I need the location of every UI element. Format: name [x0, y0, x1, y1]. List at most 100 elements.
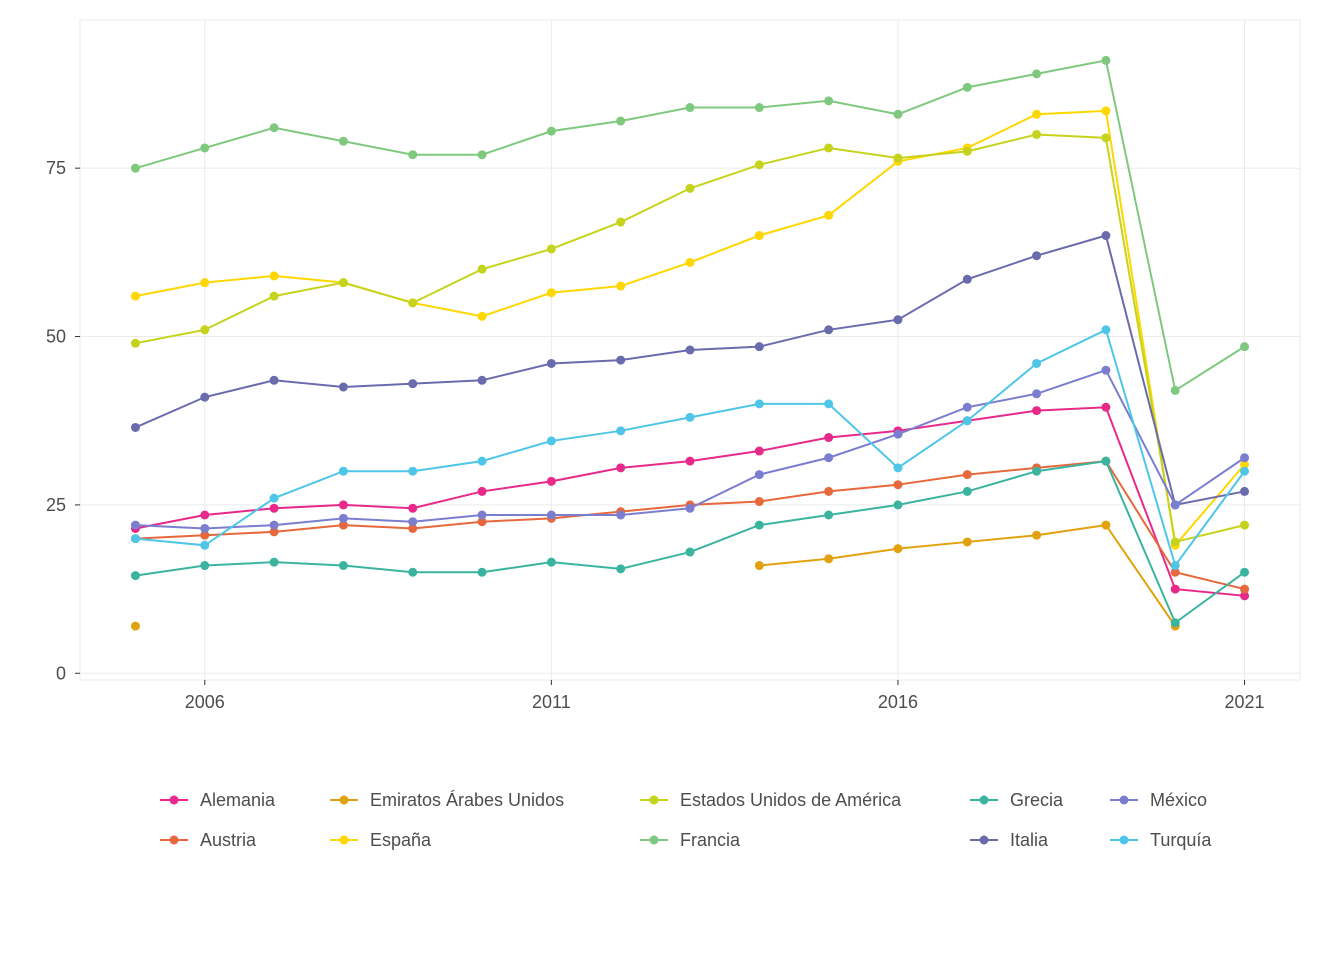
marker [270, 123, 279, 132]
marker [408, 568, 417, 577]
marker [547, 244, 556, 253]
marker [200, 561, 209, 570]
marker [616, 426, 625, 435]
x-tick-label: 2021 [1225, 692, 1265, 712]
marker [1032, 389, 1041, 398]
marker [339, 383, 348, 392]
legend-label: Grecia [1010, 790, 1064, 810]
marker [270, 558, 279, 567]
marker [686, 346, 695, 355]
chart-container: 20062011201620210255075AlemaniaEmiratos … [0, 0, 1344, 960]
legend-label: México [1150, 790, 1207, 810]
marker [963, 470, 972, 479]
marker [1171, 618, 1180, 627]
marker [824, 143, 833, 152]
marker [824, 325, 833, 334]
marker [200, 511, 209, 520]
marker [755, 521, 764, 530]
marker [478, 487, 487, 496]
marker [339, 137, 348, 146]
marker [1240, 521, 1249, 530]
marker [963, 275, 972, 284]
marker [270, 292, 279, 301]
marker [270, 271, 279, 280]
marker [1171, 561, 1180, 570]
legend-label: Austria [200, 830, 257, 850]
marker [893, 463, 902, 472]
marker [686, 184, 695, 193]
marker [478, 265, 487, 274]
marker [1171, 500, 1180, 509]
marker [686, 413, 695, 422]
marker [755, 103, 764, 112]
y-tick-label: 50 [46, 327, 66, 347]
marker [131, 571, 140, 580]
marker [547, 288, 556, 297]
marker [131, 534, 140, 543]
marker [893, 154, 902, 163]
marker [131, 339, 140, 348]
marker [686, 457, 695, 466]
legend-label: Estados Unidos de América [680, 790, 902, 810]
marker [408, 379, 417, 388]
marker [1101, 56, 1110, 65]
y-tick-label: 75 [46, 158, 66, 178]
y-tick-label: 0 [56, 663, 66, 683]
marker [547, 558, 556, 567]
marker [1032, 359, 1041, 368]
marker [963, 147, 972, 156]
marker [824, 433, 833, 442]
marker [408, 517, 417, 526]
marker [1101, 325, 1110, 334]
marker [1032, 406, 1041, 415]
marker [893, 315, 902, 324]
marker [200, 541, 209, 550]
marker [1240, 467, 1249, 476]
marker [893, 430, 902, 439]
marker [963, 487, 972, 496]
marker [755, 497, 764, 506]
legend-label: Turquía [1150, 830, 1212, 850]
marker [1101, 133, 1110, 142]
marker [408, 298, 417, 307]
marker [824, 453, 833, 462]
marker [1101, 403, 1110, 412]
marker [1101, 231, 1110, 240]
marker [824, 96, 833, 105]
marker [339, 467, 348, 476]
marker [200, 278, 209, 287]
marker [616, 511, 625, 520]
marker [478, 511, 487, 520]
legend-label: Emiratos Árabes Unidos [370, 790, 564, 810]
marker [1032, 130, 1041, 139]
marker [616, 463, 625, 472]
marker [963, 403, 972, 412]
marker [339, 514, 348, 523]
marker [200, 524, 209, 533]
marker [547, 511, 556, 520]
legend-label: Italia [1010, 830, 1049, 850]
marker [1240, 568, 1249, 577]
marker [1101, 521, 1110, 530]
x-tick-label: 2011 [532, 692, 571, 712]
marker [616, 564, 625, 573]
marker [408, 150, 417, 159]
marker [200, 143, 209, 152]
marker [686, 504, 695, 513]
marker [755, 470, 764, 479]
marker [339, 500, 348, 509]
marker [478, 457, 487, 466]
marker [547, 436, 556, 445]
marker [824, 211, 833, 220]
marker [1171, 386, 1180, 395]
marker [1032, 531, 1041, 540]
x-tick-label: 2006 [185, 692, 225, 712]
line-chart: 20062011201620210255075AlemaniaEmiratos … [0, 0, 1344, 960]
marker [547, 477, 556, 486]
marker [963, 416, 972, 425]
marker [408, 467, 417, 476]
marker [755, 399, 764, 408]
legend-item-eua: Estados Unidos de América [640, 790, 902, 810]
marker [755, 561, 764, 570]
marker [1101, 457, 1110, 466]
